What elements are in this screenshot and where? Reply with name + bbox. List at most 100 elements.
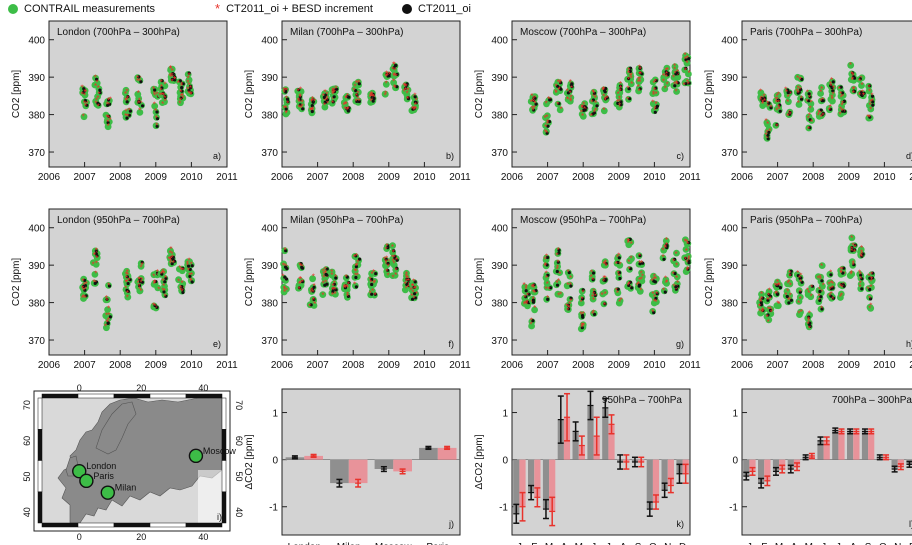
besd-point: * (126, 95, 129, 104)
besd-point: * (155, 114, 158, 123)
y-axis-label: CO2 [ppm] (474, 70, 485, 119)
data-cluster: ********** (564, 78, 575, 106)
besd-point: * (652, 79, 655, 88)
error-bar (847, 428, 854, 435)
city-label: London (86, 461, 116, 471)
besd-point: * (392, 61, 395, 70)
map-white-region (198, 470, 222, 523)
contrail-point (807, 106, 815, 113)
besd-point: * (323, 96, 326, 105)
besd-point: * (775, 99, 778, 108)
data-cluster: ********** (836, 84, 848, 120)
besd-point: * (787, 93, 790, 102)
besd-point: * (868, 295, 871, 304)
besd-point: * (532, 97, 535, 106)
besd-point: * (853, 248, 856, 257)
ct2011-point (95, 77, 99, 81)
x-tick-label: 2010 (413, 360, 436, 371)
besd-point: * (171, 72, 174, 81)
besd-point: * (285, 110, 288, 119)
x-tick-label: 2006 (731, 172, 754, 183)
error-bar (861, 428, 868, 435)
ct2011-point (413, 95, 417, 99)
x-tick-label: 2011 (449, 172, 471, 183)
besd-point: * (627, 66, 630, 75)
besd-point: * (180, 82, 183, 91)
error-bar (399, 468, 406, 475)
besd-point: * (820, 305, 823, 314)
ct2011-point (160, 86, 164, 90)
besd-point: * (554, 83, 557, 92)
besd-point: * (774, 96, 777, 105)
contrail-point (600, 107, 608, 115)
besd-point: * (569, 94, 572, 103)
y-tick-label: 370 (721, 336, 738, 347)
ct2011-point (298, 103, 302, 107)
ct2011-point (371, 99, 375, 103)
ct2011-point (532, 96, 536, 100)
ct2011-point (619, 87, 623, 91)
besd-point: * (322, 92, 325, 101)
besd-point: * (332, 86, 335, 95)
plot-area (281, 388, 461, 536)
besd-point: * (405, 89, 408, 98)
y-tick-label: 390 (28, 73, 45, 84)
besd-point: * (308, 302, 311, 311)
besd-point: * (345, 283, 348, 292)
x-tick-label: 2008 (802, 172, 825, 183)
data-cluster: ********** (281, 86, 291, 119)
besd-point: * (604, 258, 607, 267)
besd-point: * (809, 105, 812, 114)
besd-point: * (638, 71, 641, 80)
panel-label: f) (449, 339, 455, 349)
ct2011-point (297, 88, 301, 92)
ct2011-point (139, 80, 143, 84)
x-tick-label: 2007 (73, 172, 96, 183)
besd-point: * (666, 66, 669, 75)
ct2011-point (137, 100, 141, 104)
besd-point: * (831, 96, 834, 105)
ct2011-point (181, 82, 185, 86)
ct2011-point (406, 97, 410, 101)
besd-point: * (870, 92, 873, 101)
besd-point: * (325, 91, 328, 100)
ct2011-point (763, 98, 767, 102)
besd-point: * (800, 308, 803, 317)
besd-point: * (169, 256, 172, 265)
ct2011-point (871, 103, 875, 107)
ct2011-point (82, 90, 86, 94)
besd-point: * (313, 98, 316, 107)
besd-point: * (372, 268, 375, 277)
ct2011-point (284, 88, 288, 92)
besd-point: * (758, 308, 761, 317)
besd-point: * (583, 105, 586, 114)
besd-point: * (627, 84, 630, 93)
besd-point: * (602, 86, 605, 95)
besd-point: * (301, 99, 304, 108)
besd-point: * (357, 78, 360, 87)
besd-point: * (124, 90, 127, 99)
besd-point: * (283, 105, 286, 114)
besd-point: * (858, 77, 861, 86)
panel-label: k) (677, 519, 685, 529)
data-cluster: ********** (381, 70, 392, 101)
besd-point: * (638, 87, 641, 96)
besd-point: * (798, 76, 801, 85)
besd-point: * (96, 101, 99, 110)
besd-point: * (557, 246, 560, 255)
ct2011-point (871, 100, 875, 104)
besd-point: * (80, 83, 83, 92)
data-cluster: ********** (367, 268, 379, 300)
x-tick-label: 2007 (766, 360, 789, 371)
besd-point: * (106, 118, 109, 127)
scandinavia (95, 401, 137, 455)
y-tick-label: 380 (261, 299, 278, 310)
ct2011-point (766, 133, 770, 137)
ct2011-point (355, 99, 359, 103)
besd-point: * (370, 90, 373, 99)
besd-point: * (331, 99, 334, 108)
besd-point: * (839, 90, 842, 99)
besd-point: * (402, 87, 405, 96)
besd-point: * (766, 120, 769, 129)
